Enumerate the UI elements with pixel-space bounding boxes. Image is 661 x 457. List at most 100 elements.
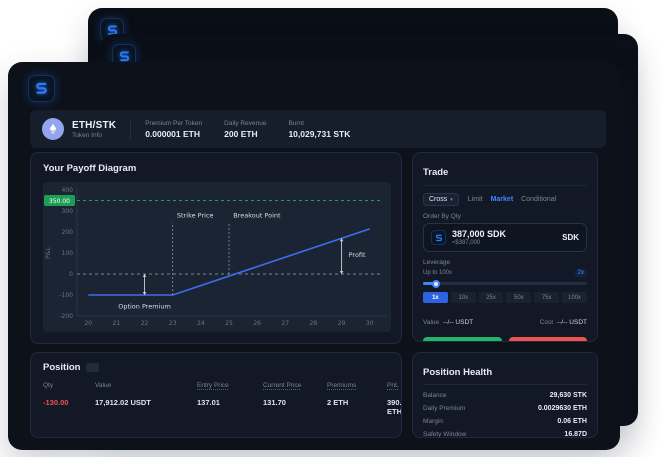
leverage-badge[interactable]: 2x	[574, 269, 587, 277]
svg-text:Strike Price: Strike Price	[177, 212, 214, 220]
trade-panel: Trade Cross ▾ Limit Market Conditional O…	[412, 152, 598, 342]
svg-text:26: 26	[253, 320, 261, 327]
col-header-pnl: PnL	[387, 382, 399, 389]
stat-label: Premium Per Token	[145, 119, 203, 127]
stat-burnt: Burnt 10,029,731 STK	[288, 120, 350, 139]
svg-text:Option Premium: Option Premium	[118, 303, 171, 311]
tab-market[interactable]: Market	[490, 196, 514, 203]
unit-selector[interactable]: SDK	[562, 233, 579, 242]
position-health-panel: Position Health Balance 29,630 STK Daily…	[412, 352, 598, 438]
margin-mode-select[interactable]: Cross ▾	[423, 193, 459, 206]
stat-value: 200 ETH	[224, 128, 258, 139]
leverage-hint: Up to 100x	[423, 270, 453, 276]
position-panel: Position Qty Value Entry Price Current P…	[30, 352, 402, 438]
health-value: 29,630 STK	[549, 392, 587, 399]
chevron-down-icon: ▾	[450, 196, 453, 203]
svg-text:0: 0	[69, 271, 73, 278]
cell-entry-price: 137.01	[197, 398, 220, 407]
tab-conditional[interactable]: Conditional	[521, 196, 557, 203]
main-card: ETH/STK Token Info Premium Per Token 0.0…	[8, 62, 620, 450]
health-label: Margin	[423, 418, 443, 425]
svg-text:24: 24	[197, 320, 205, 327]
stat-label: Daily Revenue	[224, 119, 267, 127]
leverage-preset-6[interactable]: 100x	[562, 292, 587, 303]
tab-limit[interactable]: Limit	[467, 196, 483, 203]
trade-title: Trade	[423, 167, 449, 178]
health-label: Daily Premium	[423, 405, 466, 412]
col-header-value: Value	[95, 382, 112, 389]
cell-pnl: 390.00 ETH	[387, 398, 402, 416]
svg-text:27: 27	[281, 320, 289, 327]
svg-text:Profit: Profit	[349, 251, 366, 259]
payoff-title: Your Payoff Diagram	[43, 163, 137, 174]
leverage-preset-5[interactable]: 75x	[534, 292, 560, 303]
cost-amount: --/-- USDT	[557, 319, 587, 326]
buy-long-button[interactable]: Buy/Long	[423, 337, 502, 341]
token-stats: Premium Per Token 0.000001 ETH Daily Rev…	[145, 120, 350, 139]
cell-qty: -130.00	[43, 398, 69, 407]
svg-text:-200: -200	[59, 313, 73, 320]
svg-text:-100: -100	[59, 292, 73, 299]
sell-short-button[interactable]: Sell/Short	[508, 337, 587, 341]
svg-text:28: 28	[310, 320, 318, 327]
eth-icon	[42, 118, 64, 140]
health-label: Balance	[423, 392, 447, 399]
payoff-panel: Your Payoff Diagram 400 300 200 100 0 -100 -20…	[30, 152, 402, 344]
quantity-value-block: 387,000 SDK ≈$387,000	[452, 229, 556, 246]
value-label: Value	[423, 319, 440, 326]
order-type-tabs: Limit Market Conditional	[468, 196, 556, 203]
svg-text:25: 25	[225, 320, 233, 327]
health-value: 16.87D	[564, 431, 587, 438]
quantity-input[interactable]: 387,000 SDK ≈$387,000 SDK	[423, 223, 587, 252]
svg-text:200: 200	[62, 229, 74, 236]
svg-text:P&L: P&L	[45, 247, 52, 259]
margin-mode-label: Cross	[429, 196, 448, 203]
svg-text:100: 100	[62, 250, 74, 257]
pair-subtitle: Token Info	[72, 131, 102, 139]
health-value: 0.0029630 ETH	[537, 405, 587, 412]
divider	[130, 119, 132, 139]
brand-logo-icon	[28, 75, 55, 102]
quantity-value: 387,000 SDK	[452, 229, 507, 239]
cell-current-price: 131.70	[263, 398, 286, 407]
health-value: 0.06 ETH	[557, 418, 587, 425]
cell-value: 17,912.02 USDT	[95, 398, 151, 407]
leverage-preset-4[interactable]: 50x	[506, 292, 532, 303]
value-amount: --/-- USDT	[443, 319, 474, 326]
position-count-badge	[86, 363, 100, 372]
cell-premiums: 2 ETH	[327, 398, 349, 407]
order-by-label: Order By Qty	[423, 213, 461, 220]
svg-text:30: 30	[366, 320, 374, 327]
token-logo-icon	[431, 230, 446, 245]
pair-selector[interactable]: ETH/STK Token Info	[72, 120, 116, 139]
position-table: Qty Value Entry Price Current Price Prem…	[43, 382, 401, 416]
stat-value: 10,029,731 STK	[288, 128, 351, 139]
leverage-presets: 1x 10x 25x 50x 75x 100x	[423, 292, 587, 303]
leverage-preset-3[interactable]: 25x	[478, 292, 504, 303]
leverage-slider-knob[interactable]	[432, 279, 441, 288]
leverage-label: Leverage	[423, 259, 451, 266]
svg-text:300: 300	[62, 208, 74, 215]
leverage-slider[interactable]	[423, 279, 587, 288]
svg-text:Breakout Point: Breakout Point	[233, 212, 281, 220]
stat-premium-per-token: Premium Per Token 0.000001 ETH	[145, 120, 202, 139]
cost-label: Cost	[539, 319, 554, 326]
quantity-approx: ≈$387,000	[452, 240, 481, 246]
stat-daily-revenue: Daily Revenue 200 ETH	[224, 120, 266, 139]
svg-text:29: 29	[338, 320, 346, 327]
token-info-bar: ETH/STK Token Info Premium Per Token 0.0…	[30, 110, 606, 148]
leverage-preset-2[interactable]: 10x	[450, 292, 476, 303]
leverage-preset-1[interactable]: 1x	[423, 292, 448, 303]
col-header-entry-price: Entry Price	[197, 382, 229, 389]
order-value: Value --/-- USDT	[423, 311, 473, 329]
stat-value: 0.000001 ETH	[145, 128, 201, 139]
svg-text:350.00: 350.00	[49, 198, 70, 205]
svg-text:400: 400	[62, 187, 74, 194]
stat-label: Burnt	[288, 119, 304, 127]
position-title: Position	[43, 362, 81, 373]
payoff-chart: 400 300 200 100 0 -100 -200 20 21 22 23 24 25 26 27 28 2…	[44, 187, 387, 327]
position-health-title: Position Health	[423, 367, 493, 378]
svg-text:23: 23	[169, 320, 177, 327]
col-header-premiums: Premiums	[327, 382, 357, 389]
health-row-margin: Margin 0.06 ETH	[423, 415, 587, 428]
